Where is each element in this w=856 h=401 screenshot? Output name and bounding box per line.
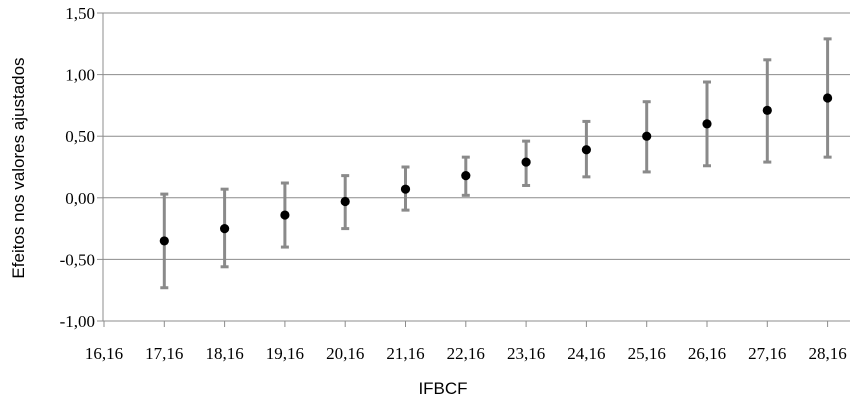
data-point <box>521 157 531 167</box>
y-tick-label: 0,00 <box>65 189 95 208</box>
x-tick-label: 21,16 <box>386 344 424 363</box>
data-point <box>220 224 230 234</box>
error-bars <box>160 37 832 290</box>
x-tick-label: 17,16 <box>145 344 183 363</box>
x-tick-label: 26,16 <box>688 344 726 363</box>
data-point <box>762 105 772 115</box>
data-points <box>159 93 833 246</box>
data-point <box>280 210 290 220</box>
x-tick-label: 18,16 <box>205 344 243 363</box>
x-tick-label: 22,16 <box>447 344 485 363</box>
x-tick-label: 24,16 <box>567 344 605 363</box>
y-tick-label: -1,00 <box>60 312 95 331</box>
y-gridlines <box>97 12 850 327</box>
data-point <box>340 196 350 207</box>
data-point <box>702 119 712 129</box>
x-tick-label: 27,16 <box>748 344 786 363</box>
data-point <box>400 184 411 194</box>
y-tick-label: 1,50 <box>65 4 95 23</box>
data-point <box>159 236 169 246</box>
x-tick-label: 28,16 <box>808 344 846 363</box>
data-point <box>823 93 833 103</box>
x-tick-labels: 16,16 17,16 18,16 19,16 20,16 21,16 22,16 23,16… <box>85 344 847 363</box>
y-axis-title: Efeitos nos valores ajustados <box>9 57 28 278</box>
x-tick-label: 23,16 <box>507 344 545 363</box>
x-tick-label: 16,16 <box>85 344 123 363</box>
x-tick-label: 20,16 <box>326 344 364 363</box>
y-tick-label: 1,00 <box>65 66 95 85</box>
data-point <box>642 131 652 141</box>
y-tick-label: -0,50 <box>60 250 95 269</box>
data-point <box>461 171 471 181</box>
x-tick-label: 25,16 <box>628 344 666 363</box>
y-tick-label: 0,50 <box>65 127 95 146</box>
x-tick-label: 19,16 <box>266 344 304 363</box>
y-tick-labels: -1,00 -0,50 0,00 0,50 1,00 1,50 <box>60 4 95 331</box>
x-axis-title: IFBCF <box>418 379 467 398</box>
data-point <box>581 145 592 155</box>
